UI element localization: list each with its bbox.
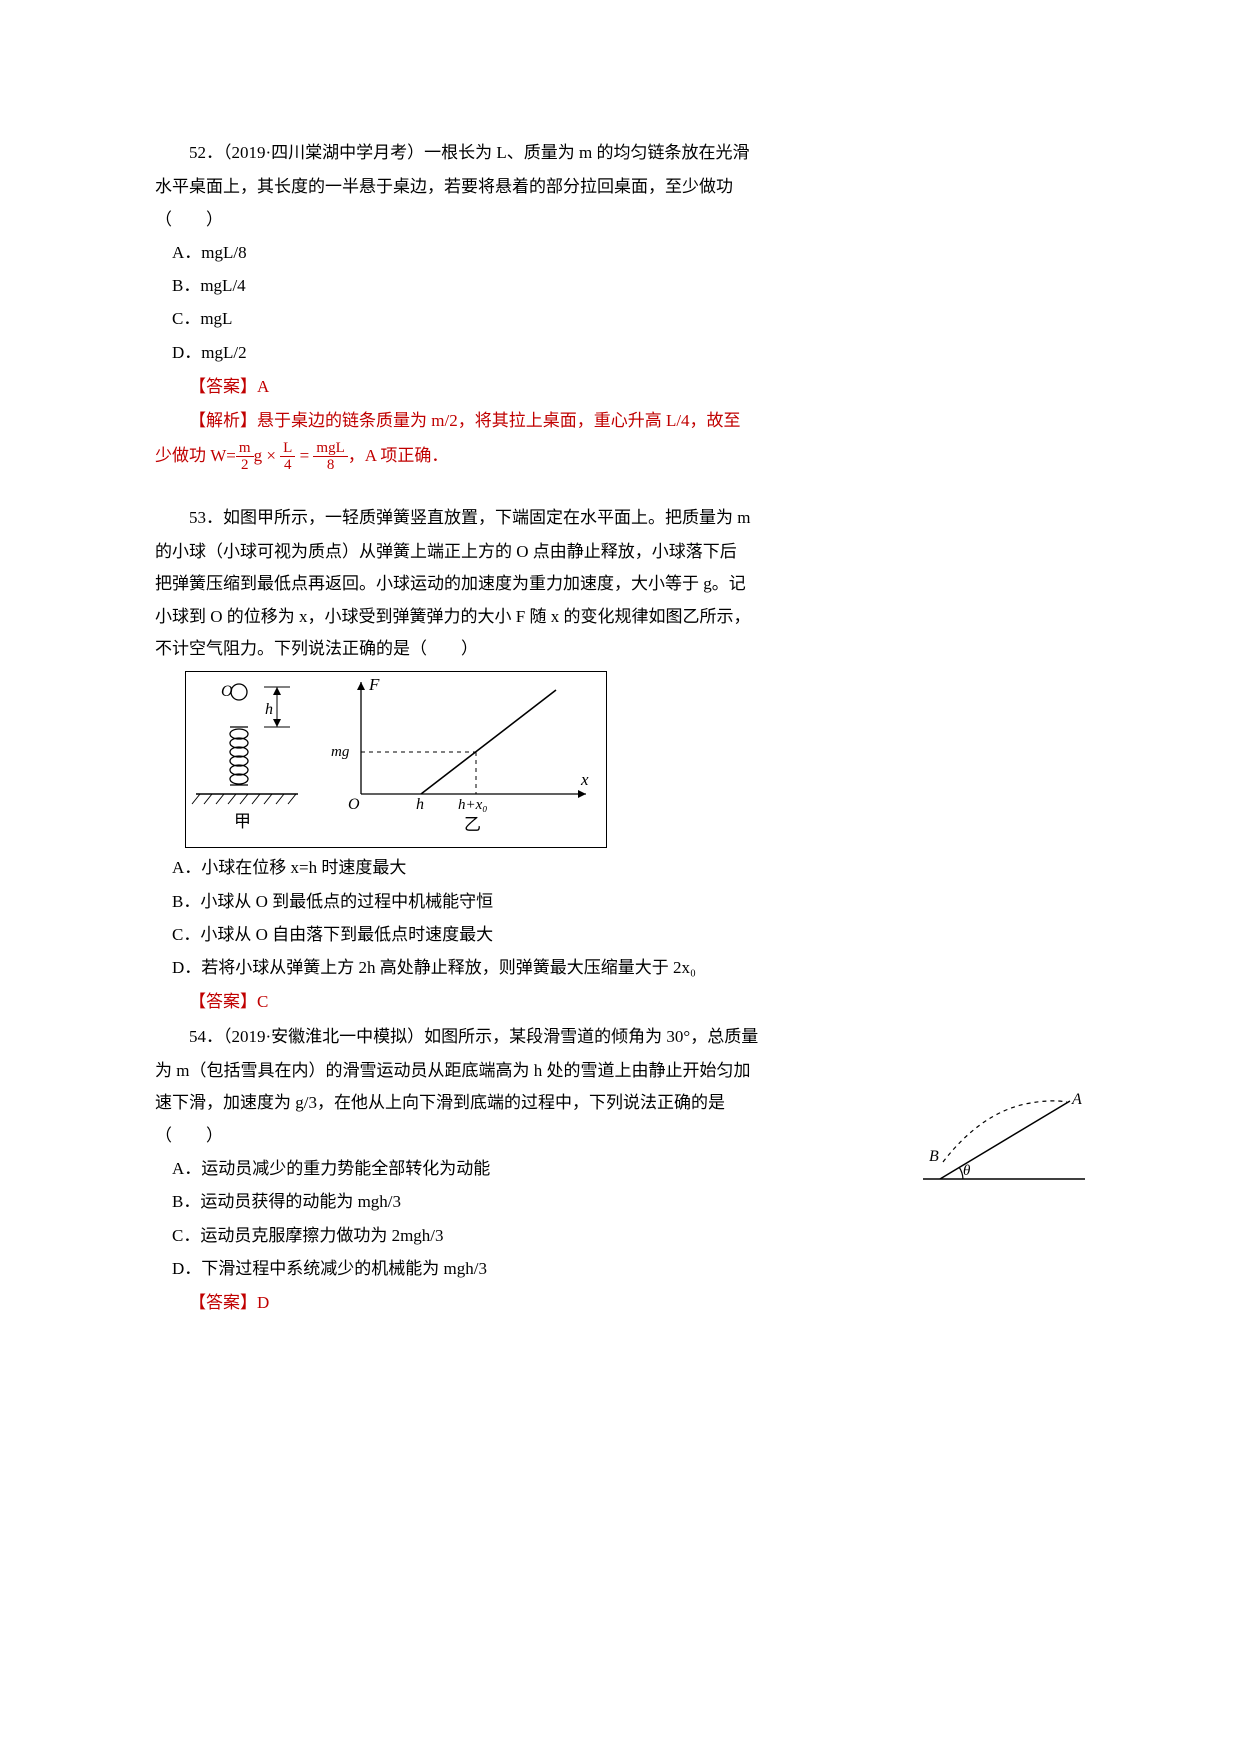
- q54-stem-2: 为 m（包括雪具在内）的滑雪运动员从距底端高为 h 处的雪道上由静止开始匀加: [155, 1055, 1085, 1087]
- expl-2b: g ×: [254, 446, 281, 465]
- option-a[interactable]: A．mgL/8: [155, 237, 1085, 269]
- q54-stem-1: 54．（2019·安徽淮北一中模拟）如图所示，某段滑雪道的倾角为 30°，总质量: [155, 1021, 1085, 1053]
- yi-label: 乙: [464, 815, 481, 834]
- option-d[interactable]: D．若将小球从弹簧上方 2h 高处静止释放，则弹簧最大压缩量大于 2x₀: [155, 952, 1085, 984]
- q53-stem-3: 把弹簧压缩到最低点再返回。小球运动的加速度为重力加速度，大小等于 g。记: [155, 568, 1085, 600]
- mg-label: mg: [331, 744, 350, 760]
- axis-x-label: x: [580, 770, 589, 789]
- option-c[interactable]: C．小球从 O 自由落下到最低点时速度最大: [155, 919, 1085, 951]
- q53-stem-5: 不计空气阻力。下列说法正确的是（ ）: [155, 633, 1085, 665]
- axis-f-label: F: [368, 675, 380, 694]
- option-b[interactable]: B．mgL/4: [155, 270, 1085, 302]
- question-53: 53．如图甲所示，一轻质弹簧竖直放置，下端固定在水平面上。把质量为 m 的小球（…: [155, 502, 1085, 1019]
- expl-2end: ，A 项正确．: [348, 446, 449, 465]
- option-d[interactable]: D．mgL/2: [155, 337, 1085, 369]
- ball-o-label: O: [221, 683, 233, 700]
- q53-figure: O h: [185, 671, 607, 848]
- tick-h-label: h: [416, 796, 424, 813]
- frac-den: 8: [313, 457, 347, 474]
- frac-den: 2: [236, 457, 254, 474]
- point-a-label: A: [1071, 1091, 1082, 1108]
- point-b-label: B: [929, 1148, 939, 1165]
- expl-2c: =: [295, 446, 313, 465]
- frac-den: 4: [280, 457, 295, 474]
- theta-label: θ: [963, 1163, 971, 1179]
- explanation-line-2: 少做功 W=m2g × L4 = mgL8，A 项正确．: [155, 440, 1085, 474]
- option-b[interactable]: B．小球从 O 到最低点的过程中机械能守恒: [155, 886, 1085, 918]
- q52-stem-3: （ ）: [155, 204, 1085, 236]
- q52-stem-2: 水平桌面上，其长度的一半悬于桌边，若要将悬着的部分拉回桌面，至少做功: [155, 171, 1085, 203]
- option-a[interactable]: A．小球在位移 x=h 时速度最大: [155, 852, 1085, 884]
- jia-label: 甲: [234, 812, 251, 831]
- q53-stem-1: 53．如图甲所示，一轻质弹簧竖直放置，下端固定在水平面上。把质量为 m: [155, 502, 1085, 534]
- explanation-line-1: 【解析】悬于桌边的链条质量为 m/2，将其拉上桌面，重心升高 L/4，故至: [155, 405, 1085, 437]
- frac-num: L: [280, 440, 295, 458]
- q54-figure: A B θ: [915, 1089, 1090, 1194]
- q52-stem-1: 52．（2019·四川棠湖中学月考）一根长为 L、质量为 m 的均匀链条放在光滑: [155, 137, 1085, 169]
- q53-stem-2: 的小球（小球可视为质点）从弹簧上端正上方的 O 点由静止释放，小球落下后: [155, 536, 1085, 568]
- answer-label: 【答案】A: [155, 371, 1085, 403]
- q53-figure-box: O h: [185, 671, 1085, 848]
- option-c[interactable]: C．运动员克服摩擦力做功为 2mgh/3: [155, 1220, 1085, 1252]
- answer-label: 【答案】D: [155, 1287, 1085, 1319]
- h-label: h: [265, 701, 273, 718]
- tick-hx0-label: h+x₀: [458, 797, 488, 813]
- option-d[interactable]: D．下滑过程中系统减少的机械能为 mgh/3: [155, 1253, 1085, 1285]
- frac-num: m: [236, 440, 254, 458]
- answer-label: 【答案】C: [155, 986, 1085, 1018]
- trajectory-curve: [943, 1101, 1067, 1162]
- q53-stem-4: 小球到 O 的位移为 x，小球受到弹簧弹力的大小 F 随 x 的变化规律如图乙所…: [155, 601, 1085, 633]
- expl-2a: 少做功 W=: [155, 446, 236, 465]
- option-c[interactable]: C．mgL: [155, 303, 1085, 335]
- frac-num: mgL: [313, 440, 347, 458]
- question-54: 54．（2019·安徽淮北一中模拟）如图所示，某段滑雪道的倾角为 30°，总质量…: [155, 1021, 1085, 1320]
- question-52: 52．（2019·四川棠湖中学月考）一根长为 L、质量为 m 的均匀链条放在光滑…: [155, 137, 1085, 474]
- origin-label: O: [348, 796, 360, 813]
